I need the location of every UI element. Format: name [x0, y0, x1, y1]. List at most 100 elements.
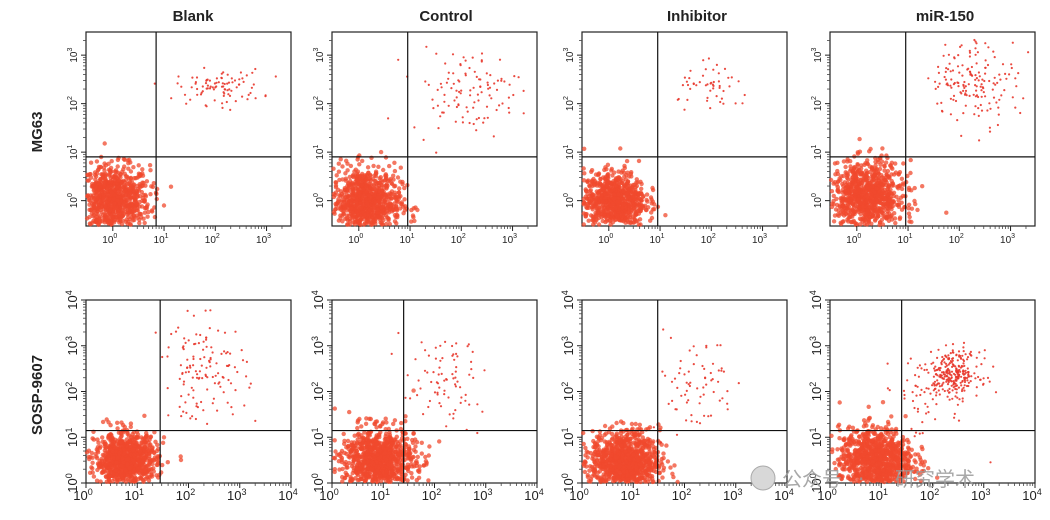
data-point — [626, 187, 631, 192]
data-point — [338, 157, 343, 162]
data-point — [87, 221, 93, 226]
data-point — [234, 100, 237, 103]
data-point — [618, 146, 623, 151]
data-point — [197, 342, 200, 345]
data-point — [139, 189, 144, 195]
data-point — [934, 80, 937, 83]
data-point — [457, 79, 460, 82]
data-point — [126, 166, 131, 171]
data-point — [968, 55, 972, 58]
data-point — [409, 207, 414, 213]
data-point — [899, 176, 905, 181]
data-point — [121, 167, 126, 172]
data-point — [209, 365, 212, 368]
data-point — [383, 193, 388, 198]
data-point — [165, 460, 170, 465]
data-point — [858, 183, 864, 188]
data-point — [247, 93, 250, 96]
data-point — [189, 366, 192, 369]
data-point — [119, 470, 124, 475]
data-point — [223, 350, 226, 353]
data-point — [480, 91, 483, 94]
data-point — [241, 77, 244, 80]
data-point — [178, 405, 181, 408]
data-point — [142, 199, 147, 204]
data-point — [893, 170, 899, 175]
data-point — [498, 58, 502, 61]
data-point — [863, 188, 869, 194]
data-point — [128, 222, 133, 227]
data-point — [974, 74, 977, 77]
data-point — [875, 193, 880, 199]
data-point — [135, 435, 140, 440]
data-point — [1015, 85, 1018, 88]
data-point — [996, 123, 1000, 127]
data-point — [204, 104, 207, 107]
data-point — [632, 182, 637, 187]
data-point — [508, 83, 511, 86]
data-point — [115, 420, 120, 425]
data-point — [949, 113, 953, 116]
data-point — [896, 202, 902, 207]
data-point — [385, 183, 390, 188]
data-point — [205, 87, 208, 90]
data-point — [960, 134, 963, 137]
data-point — [201, 85, 204, 88]
data-point — [225, 100, 228, 104]
data-point — [978, 75, 981, 78]
data-point — [437, 127, 440, 130]
data-point — [865, 199, 870, 204]
y-tick-label: 103 — [313, 48, 326, 63]
data-point — [182, 383, 185, 386]
data-point — [131, 208, 137, 213]
data-point — [122, 157, 127, 162]
data-point — [195, 402, 198, 405]
data-point — [873, 207, 879, 213]
data-point — [937, 85, 940, 88]
data-point — [861, 208, 866, 213]
data-point — [976, 51, 980, 54]
data-point — [958, 71, 961, 74]
data-point — [90, 213, 96, 219]
data-point — [205, 345, 208, 348]
data-point — [98, 479, 103, 484]
data-point — [897, 215, 903, 220]
data-point — [737, 80, 740, 83]
data-point — [343, 171, 348, 176]
data-point — [94, 454, 99, 459]
data-point — [880, 211, 886, 216]
data-point — [582, 146, 587, 151]
data-point — [184, 401, 187, 404]
data-point — [119, 199, 124, 204]
data-point — [968, 49, 971, 53]
data-point — [219, 385, 222, 388]
data-point — [949, 70, 952, 73]
data-point — [469, 94, 472, 97]
data-point — [503, 80, 506, 83]
data-point — [413, 126, 416, 129]
data-point — [852, 210, 857, 215]
data-point — [600, 209, 605, 214]
data-point — [394, 203, 399, 208]
data-point — [116, 191, 121, 196]
data-point — [145, 214, 150, 219]
data-point — [975, 89, 978, 92]
data-point — [348, 178, 353, 184]
data-point — [462, 56, 465, 59]
data-point — [436, 88, 439, 91]
data-point — [593, 210, 598, 216]
data-point — [206, 84, 209, 87]
data-point — [490, 97, 493, 100]
data-point — [447, 104, 450, 107]
data-point — [624, 158, 630, 164]
data-point — [252, 83, 255, 86]
data-point — [368, 185, 373, 190]
data-point — [984, 66, 987, 69]
data-point — [461, 116, 464, 119]
data-point — [101, 195, 106, 200]
data-point — [455, 105, 458, 109]
data-point — [89, 450, 95, 456]
data-point — [211, 351, 214, 354]
data-point — [581, 178, 587, 183]
